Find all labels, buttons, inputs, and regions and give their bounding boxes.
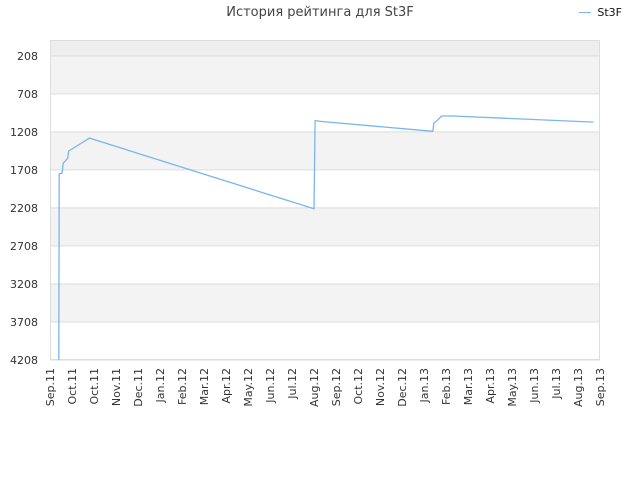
y-tick-label: 3208 [10,278,38,291]
y-tick-label: 2208 [10,202,38,215]
x-tick-label: May.13 [506,368,519,407]
legend[interactable]: St3F [579,6,622,19]
x-tick-label: Feb.13 [440,368,453,405]
x-tick-label: Jul.13 [550,368,563,400]
y-tick-label: 4208 [10,354,38,367]
x-tick-label: Aug.12 [308,368,321,407]
legend-label: St3F [597,6,622,19]
x-tick-label: Jun.13 [528,368,541,404]
chart-title: История рейтинга для St3F [226,5,414,20]
y-tick-label: 708 [17,88,38,101]
x-tick-label: Nov.11 [110,368,123,406]
x-tick-label: Oct.12 [352,368,365,405]
y-tick-label: 208 [17,50,38,63]
x-tick-label: Aug.13 [572,368,585,407]
x-tick-label: Sep.12 [330,368,343,406]
legend-swatch [579,12,592,13]
x-tick-label: Nov.12 [374,368,387,406]
x-tick-label: Mar.13 [462,368,475,405]
grid-band [50,207,600,246]
x-tick-label: Apr.12 [220,368,233,404]
x-tick-label: Jun.12 [264,368,277,404]
grid-band [50,55,600,94]
x-tick-label: Dec.11 [132,368,145,407]
grid-band [50,40,600,56]
x-tick-label: May.12 [242,368,255,407]
x-tick-label: Sep.11 [44,368,57,406]
plot-border [50,40,600,360]
grid-band [50,283,600,322]
x-tick-label: Apr.13 [484,368,497,404]
x-tick-label: Oct.11 [66,368,79,405]
x-tick-label: Dec.12 [396,368,409,407]
y-tick-label: 1708 [10,164,38,177]
x-tick-label: Jan.12 [154,368,167,403]
x-tick-label: Mar.12 [198,368,211,405]
x-tick-label: Jan.13 [418,368,431,403]
x-tick-label: Oct.11 [88,368,101,405]
x-tick-label: Feb.12 [176,368,189,405]
x-tick-label: Sep.13 [594,368,607,406]
y-tick-label: 3708 [10,316,38,329]
x-tick-label: Jul.12 [286,368,299,400]
y-tick-label: 1208 [10,126,38,139]
series-line [58,115,594,361]
y-tick-label: 2708 [10,240,38,253]
grid-band [50,131,600,170]
